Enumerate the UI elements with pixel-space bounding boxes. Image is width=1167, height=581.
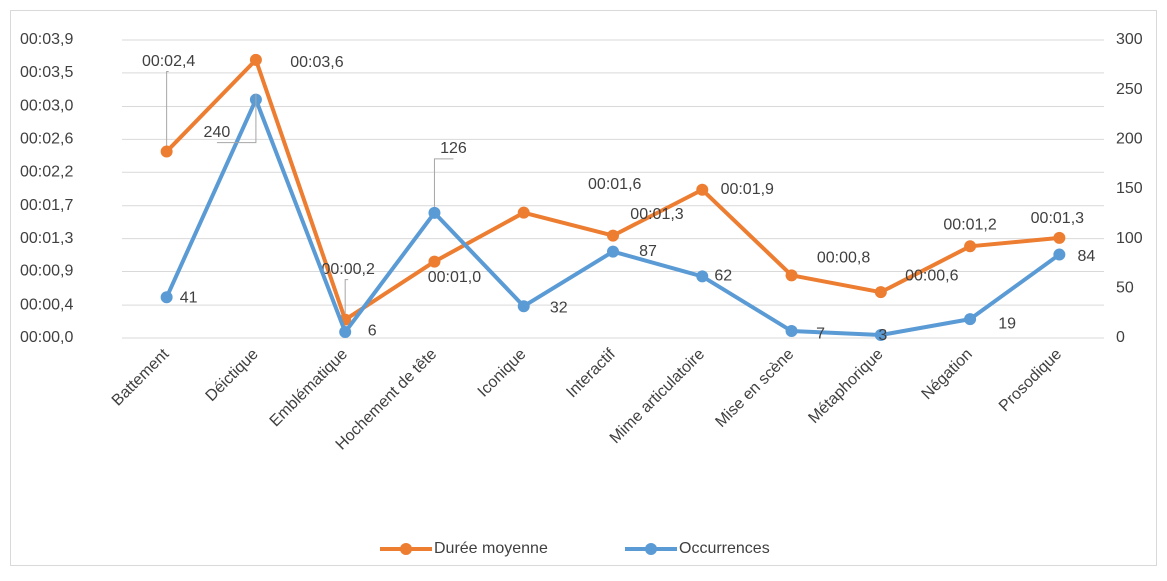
- data-label: 00:03,6: [290, 54, 343, 71]
- y2-tick-label: 200: [1116, 131, 1143, 148]
- data-label: 00:01,9: [721, 181, 774, 198]
- data-label: 32: [550, 299, 568, 316]
- y2-tick-label: 0: [1116, 329, 1125, 346]
- data-label: 41: [180, 289, 198, 306]
- y-tick-label: 00:01,7: [20, 197, 73, 214]
- data-label: 00:01,3: [630, 206, 683, 223]
- y2-tick-label: 50: [1116, 280, 1134, 297]
- y-tick-label: 00:00,4: [20, 296, 73, 313]
- y2-tick-label: 300: [1116, 31, 1143, 48]
- data-point: [696, 270, 709, 283]
- data-point: [428, 255, 441, 268]
- chart-border: [10, 10, 1157, 566]
- data-point: [785, 325, 798, 338]
- data-label: 00:01,3: [1031, 210, 1084, 227]
- y-tick-label: 00:03,0: [20, 98, 73, 115]
- y2-tick-label: 250: [1116, 81, 1143, 98]
- legend-marker: [400, 543, 412, 555]
- data-point: [785, 269, 798, 282]
- leader-line: [433, 158, 454, 207]
- y-tick-label: 00:00,9: [20, 263, 73, 280]
- data-label: 87: [639, 243, 657, 260]
- leader-line: [344, 279, 349, 314]
- data-point: [874, 286, 887, 299]
- data-label: 3: [878, 327, 887, 344]
- data-point: [607, 245, 619, 258]
- data-point: [249, 53, 262, 66]
- data-label: 6: [368, 322, 377, 339]
- data-label: 00:02,4: [142, 53, 195, 70]
- data-label: 00:00,8: [817, 250, 870, 267]
- legend-marker: [645, 543, 657, 555]
- y-tick-label: 00:00,0: [20, 329, 73, 346]
- y2-tick-label: 150: [1116, 180, 1143, 197]
- data-label: 00:01,6: [588, 176, 641, 193]
- y-tick-label: 00:01,3: [20, 230, 73, 247]
- data-point: [428, 206, 441, 219]
- y-tick-label: 00:03,9: [20, 31, 73, 48]
- data-point: [1053, 248, 1066, 261]
- data-point: [696, 183, 709, 196]
- y-tick-label: 00:03,5: [20, 64, 73, 81]
- data-label: 00:01,2: [943, 217, 996, 234]
- data-point: [964, 240, 977, 253]
- data-point: [339, 326, 352, 339]
- data-point: [160, 291, 173, 304]
- data-label: 00:00,6: [905, 267, 958, 284]
- data-label: 19: [998, 315, 1016, 332]
- data-point: [964, 313, 977, 326]
- data-point: [517, 300, 530, 313]
- leader-line: [216, 93, 257, 144]
- y2-tick-label: 100: [1116, 230, 1143, 247]
- data-label: 00:01,0: [428, 269, 481, 286]
- y-tick-label: 00:02,2: [20, 163, 73, 180]
- legend-label: Occurrences: [679, 540, 770, 557]
- data-label: 62: [714, 268, 732, 285]
- data-point: [517, 206, 530, 219]
- data-label: 240: [204, 124, 231, 141]
- y-tick-label: 00:02,6: [20, 131, 73, 148]
- data-point: [160, 145, 173, 158]
- leader-line: [166, 71, 169, 146]
- legend-label: Durée moyenne: [434, 540, 548, 557]
- data-label: 00:00,2: [321, 261, 374, 278]
- data-label: 126: [440, 140, 467, 157]
- data-point: [1053, 231, 1066, 244]
- data-label: 7: [816, 325, 825, 342]
- data-label: 84: [1077, 248, 1095, 265]
- data-point: [607, 229, 619, 242]
- data-point: [874, 329, 887, 342]
